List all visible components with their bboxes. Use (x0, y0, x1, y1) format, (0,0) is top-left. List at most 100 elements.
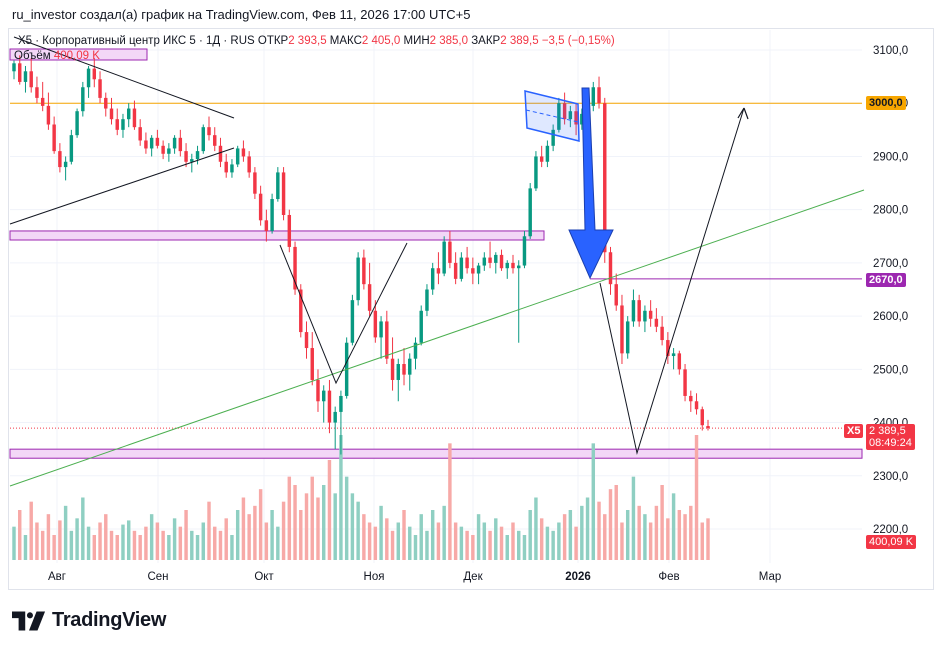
candle-body (46, 105, 51, 125)
volume-bar (69, 530, 74, 560)
candle-body (385, 321, 389, 359)
candle-body (281, 172, 286, 215)
candle-body (545, 145, 550, 162)
projection-arrowhead (737, 107, 749, 120)
candle-body (534, 156, 538, 189)
candle-body (218, 145, 223, 162)
candle-body (184, 151, 188, 162)
volume-bar (511, 522, 515, 560)
volume-bar (350, 493, 355, 560)
volume-bar (333, 493, 337, 560)
flag-channel (524, 90, 580, 142)
candle-body (138, 127, 142, 141)
symbol-legend: X5 · Корпоративный центр ИКС 5 · 1Д · RU… (18, 35, 615, 47)
candle-body (247, 156, 251, 173)
volume-bar (683, 514, 687, 560)
candle-body (396, 364, 401, 380)
candle-body (109, 108, 114, 120)
x-tick-label: Фев (658, 571, 679, 583)
candle-body (448, 241, 452, 263)
volume-bar (316, 497, 320, 560)
volume-bar (436, 522, 441, 560)
candle-body (132, 108, 137, 128)
candle-body (505, 262, 509, 269)
candle-body (562, 103, 567, 120)
candle-body (683, 369, 687, 396)
candle-body (327, 390, 332, 423)
volume-bar (138, 535, 142, 560)
candle-body (63, 161, 68, 168)
volume-bar (132, 530, 137, 560)
candle-body (75, 111, 79, 136)
volume-bar (671, 493, 676, 560)
volume-bar (534, 497, 538, 560)
volume-bar (614, 485, 618, 560)
x-tick-label: Окт (254, 571, 274, 583)
volume-bar (40, 530, 45, 560)
volume-bar (63, 505, 68, 560)
candle-body (574, 111, 578, 125)
x-tick-label: Сен (147, 571, 168, 583)
candle-body (86, 68, 91, 88)
candle-body (69, 135, 74, 162)
volume-bar (304, 493, 309, 560)
candle-body (270, 199, 274, 231)
candle-body (224, 161, 228, 173)
y-tick-label: 2800,0 (873, 205, 908, 217)
candle-body (706, 426, 710, 429)
tradingview-brand[interactable]: TradingView (12, 609, 166, 632)
candle-body (643, 310, 647, 322)
volume-bar (52, 535, 56, 560)
x-tick-label: Ноя (364, 571, 385, 583)
candle-body (201, 127, 205, 152)
candle-body (442, 241, 446, 274)
volume-bar (29, 501, 33, 560)
candle-body (637, 300, 641, 322)
volume-bar (230, 535, 234, 560)
candle-body (603, 103, 607, 253)
volume-bar (81, 497, 85, 560)
volume-bar (539, 518, 544, 560)
candle-body (430, 268, 435, 290)
volume-bar (293, 485, 297, 560)
volume-bar (58, 520, 62, 560)
volume-bar (115, 535, 119, 560)
y-tick-label: 2900,0 (873, 151, 908, 163)
candle-body (310, 348, 314, 380)
candle-body (694, 401, 699, 410)
volume-bar (18, 510, 22, 560)
candle-body (316, 379, 320, 402)
volume-bar (224, 518, 228, 560)
candle-body (276, 172, 280, 200)
volume-bar (528, 510, 532, 560)
candle-body (499, 254, 504, 269)
candle-body (253, 172, 257, 194)
candle-body (459, 257, 464, 279)
candle-body (287, 214, 292, 247)
candle-body (511, 262, 515, 269)
open-value: 2 393,5 (288, 35, 327, 47)
candle-body (528, 188, 532, 237)
volume-bar (385, 518, 389, 560)
candle-body (419, 310, 423, 343)
candle-body (190, 159, 194, 162)
candle-body (373, 310, 378, 338)
candle-body (264, 220, 269, 231)
triangle-upper-line (13, 36, 235, 119)
volume-bar (281, 501, 286, 560)
volume-bar (149, 514, 154, 560)
candle-body (98, 79, 102, 98)
candle-body (29, 71, 33, 88)
volume-bar (453, 522, 458, 560)
volume-bar (121, 524, 125, 560)
volume-bar (585, 497, 590, 560)
volume-bar (213, 526, 217, 560)
low-label: МИН (403, 35, 430, 47)
candle-body (161, 145, 165, 154)
volume-bar (126, 520, 131, 560)
chart-frame (8, 28, 934, 590)
volume-bar (402, 510, 406, 560)
volume-bar (23, 535, 28, 560)
volume-bar (580, 505, 584, 560)
